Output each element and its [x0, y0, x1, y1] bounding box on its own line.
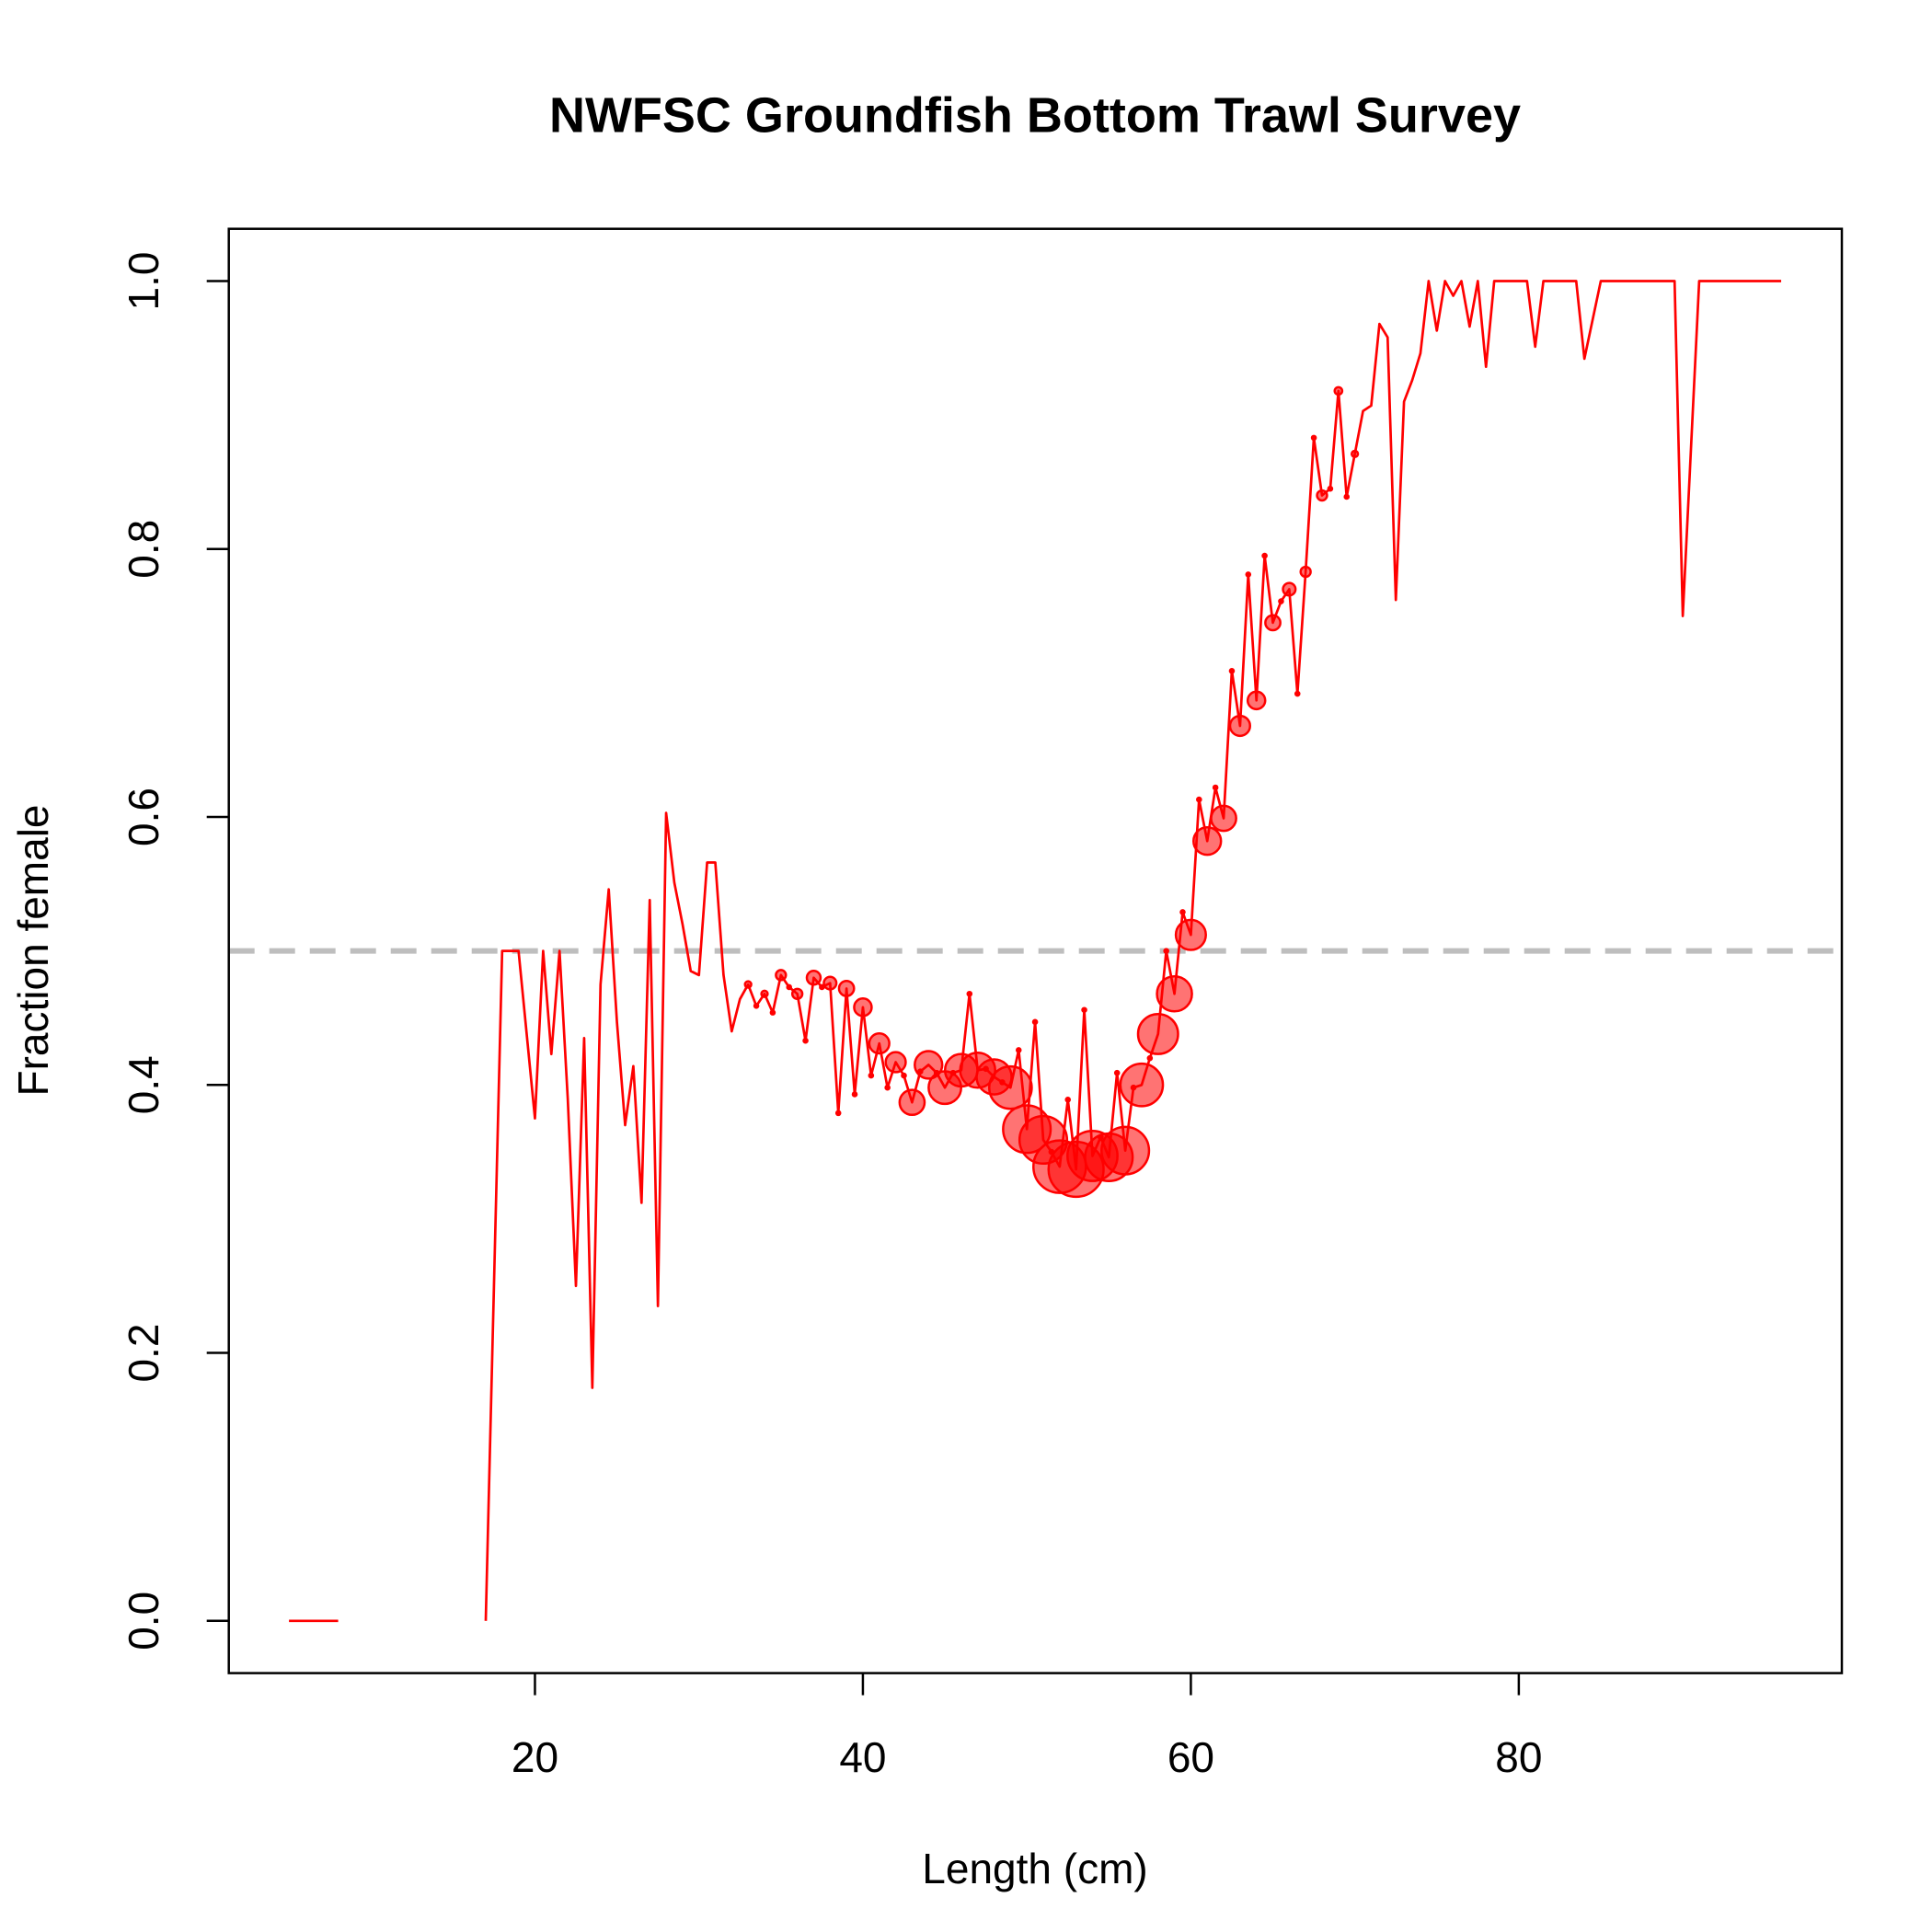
bubble	[1113, 1069, 1121, 1076]
bubble	[884, 1084, 891, 1091]
bubble	[1264, 614, 1282, 632]
bubble	[1316, 489, 1328, 502]
bubble	[1228, 714, 1251, 738]
bubble	[1333, 385, 1344, 397]
bubble	[753, 1003, 760, 1009]
bubble	[1343, 493, 1351, 500]
x-tick-label: 60	[1167, 1733, 1214, 1781]
bubble	[1174, 918, 1207, 951]
y-tick-label: 0.0	[120, 1592, 167, 1650]
bubble	[987, 1064, 1033, 1110]
bubble	[769, 1009, 776, 1016]
bubble	[1278, 598, 1284, 604]
bubble	[1100, 1125, 1151, 1176]
bubble	[1196, 796, 1202, 803]
bubble	[1163, 948, 1169, 954]
bubble	[1192, 826, 1223, 857]
bubble	[1228, 667, 1236, 674]
bubble	[884, 1051, 907, 1074]
bubble	[775, 969, 788, 982]
bubble	[790, 987, 804, 1000]
bubble	[1350, 449, 1360, 459]
bubble	[1282, 581, 1297, 597]
bubble	[1310, 434, 1317, 442]
bubble	[802, 1037, 809, 1044]
bubble	[898, 1088, 926, 1117]
bubble	[868, 1072, 875, 1079]
bubble	[1179, 909, 1186, 915]
bubble	[1210, 804, 1237, 833]
bubble	[837, 980, 856, 997]
bubble	[1156, 974, 1193, 1013]
bubble	[1031, 1018, 1039, 1026]
bubble	[760, 989, 769, 998]
bubble	[966, 990, 973, 997]
bubble	[786, 983, 793, 991]
bubble	[1245, 571, 1252, 578]
bubble	[1119, 1062, 1165, 1108]
bubble	[1327, 485, 1334, 492]
bubble	[901, 1072, 907, 1079]
bubble	[1299, 565, 1312, 579]
bubble	[743, 980, 753, 989]
bubble	[1246, 690, 1267, 711]
plot-frame	[227, 227, 1844, 1674]
y-tick-label: 0.2	[120, 1324, 167, 1383]
y-tick-label: 0.6	[120, 788, 167, 846]
x-tick-label: 80	[1495, 1733, 1542, 1781]
bubble	[834, 1110, 842, 1117]
y-tick-label: 1.0	[120, 252, 167, 311]
bubble	[1294, 690, 1301, 697]
bubble	[822, 975, 838, 991]
bubble	[1081, 1006, 1087, 1014]
bubble	[1212, 784, 1219, 791]
bubble	[1146, 1054, 1154, 1062]
bubble	[1064, 1097, 1072, 1103]
y-axis-label: Fraction female	[9, 804, 57, 1096]
bubble	[819, 983, 825, 991]
x-tick-label: 40	[839, 1733, 886, 1781]
bubble	[805, 970, 822, 986]
bubble	[851, 1091, 858, 1098]
chart-title: NWFSC Groundfish Bottom Trawl Survey	[549, 87, 1521, 143]
bubble	[1136, 1012, 1179, 1055]
y-tick-label: 0.4	[120, 1055, 167, 1114]
bubble	[868, 1032, 891, 1055]
x-tick-label: 20	[512, 1733, 558, 1781]
bubble	[853, 997, 873, 1018]
y-tick-label: 0.8	[120, 520, 167, 579]
x-axis-label: Length (cm)	[922, 1845, 1147, 1892]
bubble	[1015, 1047, 1022, 1053]
bubble	[1261, 552, 1268, 559]
